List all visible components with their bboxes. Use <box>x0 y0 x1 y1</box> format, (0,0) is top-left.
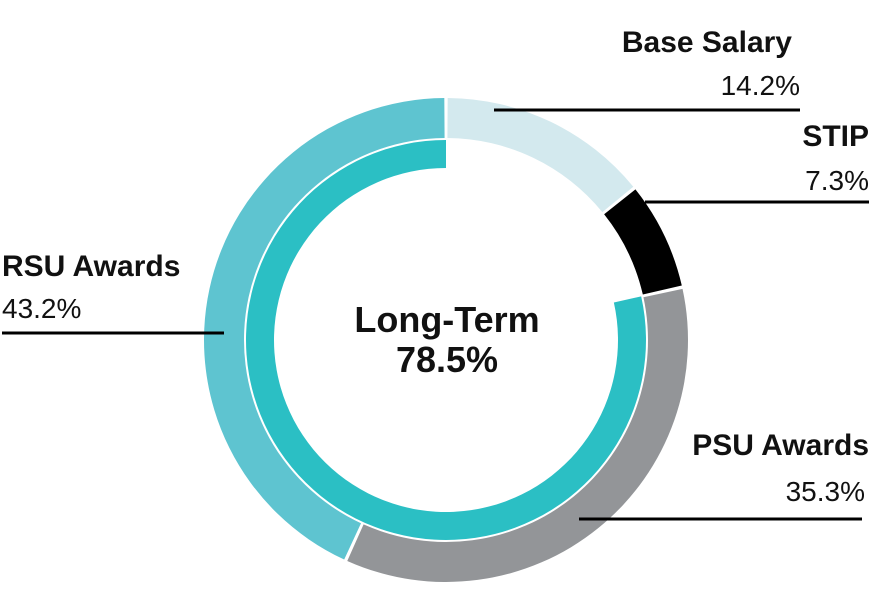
slice-stip <box>604 189 682 295</box>
label-base-salary: Base Salary <box>622 26 792 59</box>
value-rsu-awards: 43.2% <box>2 293 81 324</box>
value-base-salary: 14.2% <box>721 70 800 101</box>
label-rsu-awards: RSU Awards <box>2 250 180 283</box>
value-stip: 7.3% <box>805 165 869 196</box>
slice-labels: Base Salary 14.2% STIP 7.3% PSU Awards 3… <box>2 26 869 507</box>
value-psu-awards: 35.3% <box>786 476 865 507</box>
center-label: Long-Term 78.5% <box>354 299 539 380</box>
slice-base-salary <box>447 98 634 213</box>
leader-lines <box>2 108 869 521</box>
label-psu-awards: PSU Awards <box>692 429 869 462</box>
label-stip: STIP <box>802 120 869 153</box>
slice-rsu-awards <box>204 98 445 560</box>
center-title: Long-Term <box>354 299 539 340</box>
slice-psu-awards <box>347 288 688 582</box>
outer-ring <box>204 98 688 582</box>
center-value: 78.5% <box>396 339 498 380</box>
